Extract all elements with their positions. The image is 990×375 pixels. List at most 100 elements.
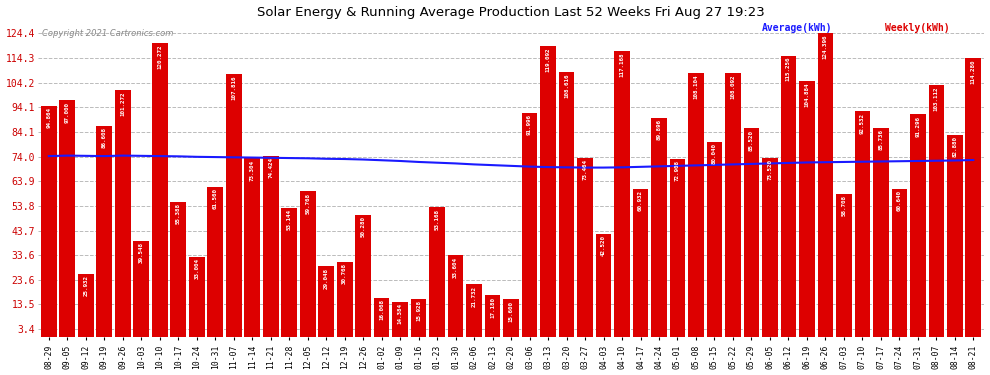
Bar [374,298,389,338]
Text: 107.816: 107.816 [232,75,237,100]
Text: 58.708: 58.708 [842,195,846,216]
Bar [799,81,815,338]
Text: 101.272: 101.272 [120,91,126,116]
Bar [762,158,778,338]
Bar [688,73,704,338]
Text: 59.768: 59.768 [305,193,310,214]
Text: 91.996: 91.996 [527,114,532,135]
Text: 21.732: 21.732 [471,285,476,306]
Bar [614,51,630,338]
Bar [96,126,112,338]
Text: Weekly(kWh): Weekly(kWh) [885,23,949,33]
Text: 15.928: 15.928 [416,300,421,321]
Text: 82.880: 82.880 [952,136,957,157]
Bar [892,189,907,338]
Text: 97.000: 97.000 [64,102,69,123]
Bar [189,257,205,338]
Text: 15.600: 15.600 [509,300,514,321]
Text: 80.040: 80.040 [712,143,717,164]
Text: 17.180: 17.180 [490,297,495,318]
Bar [836,194,851,338]
Text: 114.280: 114.280 [971,59,976,84]
Text: 16.068: 16.068 [379,299,384,320]
Bar [541,46,556,338]
Bar [78,274,94,338]
Bar [854,111,870,338]
Bar [355,214,371,338]
Bar [115,90,131,338]
Text: 103.112: 103.112 [934,87,939,111]
Text: 33.604: 33.604 [453,256,458,278]
Bar [41,106,56,338]
Bar [226,74,242,338]
Bar [262,156,278,338]
Text: 92.532: 92.532 [860,112,865,134]
Bar [669,159,685,338]
Text: 14.384: 14.384 [398,303,403,324]
Bar [558,72,574,338]
Title: Solar Energy & Running Average Production Last 52 Weeks Fri Aug 27 19:23: Solar Energy & Running Average Productio… [257,6,765,18]
Bar [577,158,593,338]
Bar [281,207,297,338]
Text: 53.144: 53.144 [287,209,292,230]
Bar [134,241,149,338]
Text: 124.396: 124.396 [823,34,828,59]
Bar [965,58,981,338]
Text: 108.104: 108.104 [693,75,699,99]
Text: 91.296: 91.296 [916,116,921,136]
Bar [780,56,796,338]
Bar [743,128,759,338]
Bar [596,234,612,338]
Text: Copyright 2021 Cartronics.com: Copyright 2021 Cartronics.com [43,29,174,38]
Bar [151,44,167,338]
Text: 30.768: 30.768 [343,264,347,285]
Bar [466,284,482,338]
Bar [337,262,352,338]
Bar [818,33,834,338]
Bar [392,302,408,338]
Text: 73.464: 73.464 [582,159,587,180]
Bar [207,187,223,338]
Text: 72.908: 72.908 [675,160,680,182]
Bar [929,86,944,338]
Text: 104.884: 104.884 [805,82,810,107]
Bar [447,255,463,338]
Text: 94.864: 94.864 [47,107,51,128]
Bar [300,191,316,338]
Text: 33.004: 33.004 [194,258,199,279]
Text: 25.932: 25.932 [83,275,88,296]
Text: 53.168: 53.168 [435,209,440,230]
Bar [707,142,723,338]
Bar [170,202,186,338]
Text: 55.388: 55.388 [176,203,181,224]
Bar [319,267,334,338]
Text: 119.092: 119.092 [545,48,550,72]
Bar [522,112,538,338]
Text: 85.520: 85.520 [749,130,754,151]
Text: 60.932: 60.932 [638,190,644,211]
Text: 89.896: 89.896 [656,119,661,140]
Text: 60.640: 60.640 [897,190,902,211]
Bar [910,114,926,338]
Bar [725,73,741,338]
Text: 61.560: 61.560 [213,188,218,209]
Text: 115.256: 115.256 [786,57,791,81]
Bar [873,128,889,338]
Bar [633,189,648,338]
Text: 74.424: 74.424 [268,157,273,178]
Bar [430,207,445,338]
Text: 108.616: 108.616 [564,73,569,98]
Text: 50.280: 50.280 [360,216,365,237]
Text: 86.608: 86.608 [102,127,107,148]
Text: 120.272: 120.272 [157,45,162,69]
Text: 85.736: 85.736 [878,129,883,150]
Bar [503,299,519,338]
Text: 39.548: 39.548 [139,242,144,263]
Text: Average(kWh): Average(kWh) [762,23,833,33]
Bar [245,158,260,338]
Bar [947,135,962,338]
Text: 117.168: 117.168 [620,52,625,77]
Text: 108.092: 108.092 [731,75,736,99]
Bar [485,296,500,338]
Text: 42.520: 42.520 [601,235,606,256]
